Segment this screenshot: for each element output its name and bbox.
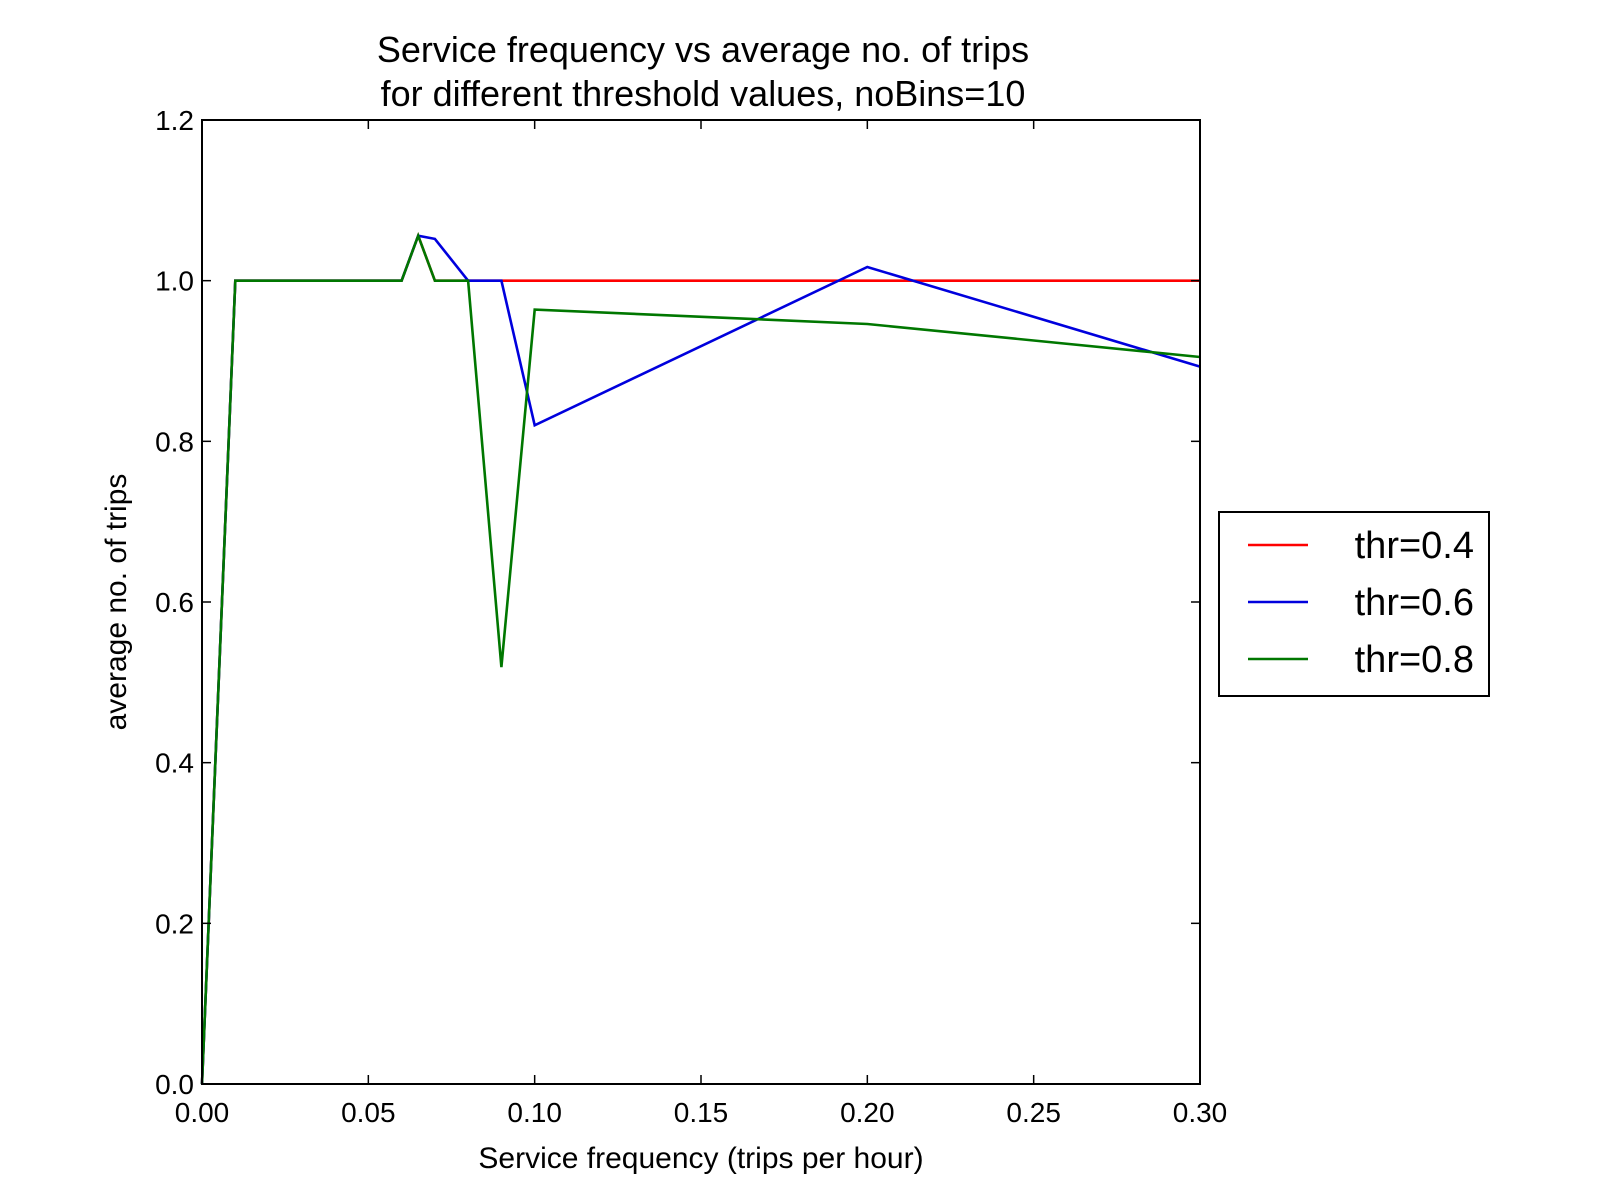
y-tick-label: 0.8 bbox=[155, 426, 194, 457]
y-tick-label: 1.2 bbox=[155, 105, 194, 136]
legend-items: thr=0.4 thr=0.6 thr=0.8 bbox=[1248, 525, 1474, 681]
plot-frame bbox=[201, 119, 1201, 1085]
series-layer bbox=[200, 231, 1201, 1085]
y-axis: 0.0 0.2 0.4 0.6 0.8 1.0 1.2 bbox=[155, 105, 1200, 1100]
legend-label-2: thr=0.6 bbox=[1355, 582, 1474, 624]
y-tick-label: 0.6 bbox=[155, 587, 194, 618]
x-tick-label: 0.15 bbox=[674, 1097, 729, 1128]
series-line-1 bbox=[200, 231, 1200, 1085]
y-tick-label: 0.4 bbox=[155, 748, 194, 779]
y-axis-label: average no. of trips bbox=[100, 474, 133, 731]
legend-label-3: thr=0.8 bbox=[1355, 639, 1474, 681]
x-tick-label: 0.00 bbox=[175, 1097, 230, 1128]
chart-title: Service frequency vs average no. of trip… bbox=[377, 29, 1029, 70]
x-tick-label: 0.05 bbox=[341, 1097, 396, 1128]
legend: thr=0.4 thr=0.6 thr=0.8 bbox=[1218, 511, 1490, 697]
y-tick-label: 1.0 bbox=[155, 266, 194, 297]
series-line-3 bbox=[200, 231, 1201, 1085]
legend-label-1: thr=0.4 bbox=[1355, 525, 1474, 567]
x-axis-label: Service frequency (trips per hour) bbox=[478, 1142, 923, 1175]
x-tick-label: 0.25 bbox=[1006, 1097, 1061, 1128]
x-tick-label: 0.30 bbox=[1173, 1097, 1228, 1128]
y-tick-label: 0.0 bbox=[155, 1069, 194, 1100]
chart-subtitle: for different threshold values, noBins=1… bbox=[381, 73, 1026, 114]
x-axis: 0.00 0.05 0.10 0.15 0.20 0.25 0.30 bbox=[175, 120, 1228, 1128]
y-tick-label: 0.2 bbox=[155, 908, 194, 939]
x-tick-label: 0.20 bbox=[840, 1097, 895, 1128]
x-tick-label: 0.10 bbox=[507, 1097, 562, 1128]
legend-frame bbox=[1218, 511, 1490, 697]
series-line-2 bbox=[200, 234, 1201, 1085]
